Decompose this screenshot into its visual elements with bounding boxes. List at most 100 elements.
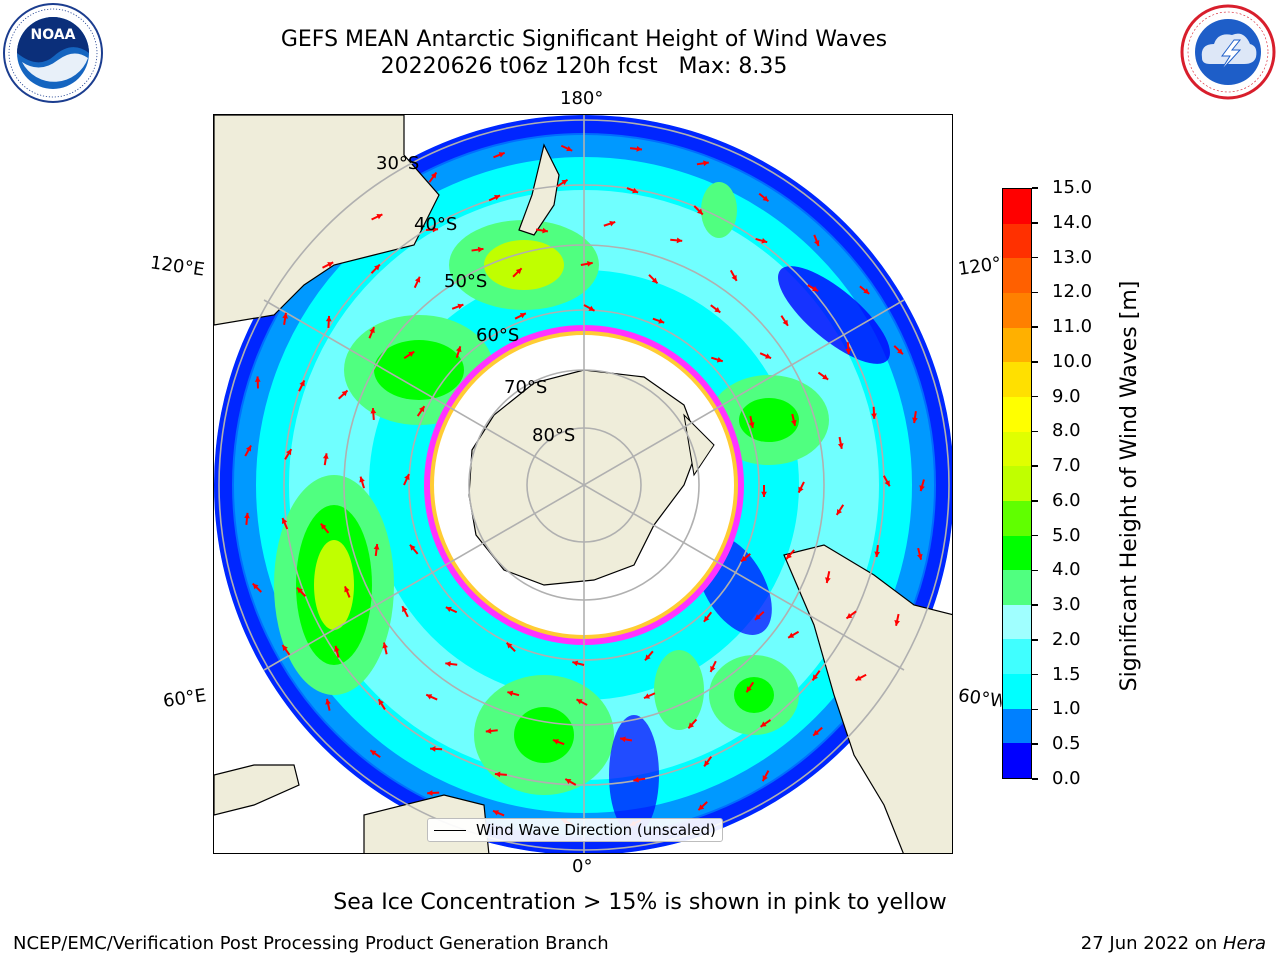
wave-arrow-head <box>282 644 288 651</box>
wave-arrow-head <box>325 315 332 322</box>
wave-arrow-head <box>244 512 250 519</box>
wave-arrow-head <box>519 313 526 319</box>
wave-arrow-head <box>884 480 890 487</box>
wave-arrow-head <box>871 413 877 419</box>
wave-arrow-head <box>493 810 499 816</box>
lat-label-80s: 80°S <box>532 425 575 446</box>
colorbar-tick-label: 7.0 <box>1052 455 1081 477</box>
lat-label-70s: 70°S <box>504 377 547 398</box>
wave-arrow-head <box>762 195 769 202</box>
lat-label-60s: 60°S <box>476 325 519 346</box>
colorbar-tick-label: 15.0 <box>1052 177 1093 198</box>
lat-label-40s: 40°S <box>414 214 457 235</box>
map-legend: Wind Wave Direction (unscaled) <box>427 818 723 842</box>
wave-arrow-head <box>506 642 513 649</box>
colorbar-tick-label: 0.5 <box>1052 733 1081 755</box>
wave-arrow-head <box>430 746 436 752</box>
wave-arrow-head <box>344 586 350 593</box>
wave-arrow-head <box>408 351 415 357</box>
graticule <box>218 115 950 853</box>
wave-arrow-head <box>297 587 303 594</box>
wave-arrow-head <box>714 306 721 313</box>
wave-arrow-head <box>754 614 761 620</box>
wave-arrow-head <box>917 553 923 560</box>
wave-arrow-head <box>566 145 573 152</box>
wave-arrow-head <box>445 661 451 667</box>
wave-arrow-head <box>515 268 522 275</box>
colorbar-segment <box>1003 708 1031 744</box>
wave-arrow-head <box>813 729 820 736</box>
wave-arrow-head <box>897 348 903 355</box>
colorbar-segment <box>1003 223 1031 259</box>
wave-arrow-head <box>498 152 505 158</box>
colorbar-tick <box>1032 187 1038 189</box>
wave-arrow-head <box>485 728 492 734</box>
colorbar-tick-label: 13.0 <box>1052 246 1093 268</box>
wave-arrow-head <box>651 277 658 284</box>
colorbar-tick <box>1032 708 1038 711</box>
wave-arrow-head <box>322 453 329 459</box>
noaa-logo-text: NOAA <box>31 27 76 43</box>
wave-arrow-head <box>426 694 433 700</box>
new-zealand <box>518 143 560 236</box>
wave-arrow-head <box>254 376 261 382</box>
wave-arrow-head <box>812 674 819 681</box>
wave-arrow-head <box>633 776 639 783</box>
wave-arrow-head <box>370 750 377 756</box>
colorbar-tick-label: 10.0 <box>1052 350 1093 372</box>
colorbar-segment <box>1003 500 1031 536</box>
colorbar-tick <box>1032 465 1038 467</box>
wave-arrow-head <box>334 645 340 652</box>
lon-label-60w: 60°W <box>956 685 1004 712</box>
wave-arrow-head <box>378 699 384 706</box>
wave-arrow-head <box>565 779 572 785</box>
map-frame: 30°S 40°S 50°S 60°S 70°S 80°S <box>213 114 953 854</box>
wave-arrow-head <box>814 240 820 247</box>
nws-logo <box>1180 4 1276 100</box>
wave-arrow-head <box>822 374 829 380</box>
wave-arrow-head <box>341 390 348 397</box>
wave-arrow-head <box>427 790 433 796</box>
wave-arrow-head <box>419 406 425 413</box>
colorbar-label: Significant Height of Wind Waves [m] <box>1117 280 1142 692</box>
colorbar-tick <box>1032 430 1038 433</box>
wave-arrow-head <box>812 286 819 292</box>
wave-arrow-head <box>455 346 462 353</box>
colorbar-tick <box>1032 256 1038 259</box>
wave-arrow-head <box>825 577 831 584</box>
wave-arrow-head <box>587 261 593 267</box>
footer-system: Hera <box>1222 933 1266 954</box>
wave-arrow-head <box>552 739 559 745</box>
colorbar-tick-label: 9.0 <box>1052 385 1081 407</box>
wave-arrow-head <box>376 214 383 220</box>
wave-arrow-head <box>507 690 514 697</box>
chart-title: GEFS MEAN Antarctic Significant Height o… <box>280 27 888 52</box>
colorbar-tick-label: 4.0 <box>1052 559 1081 581</box>
wave-arrow-head <box>912 417 918 424</box>
colorbar-segment <box>1003 362 1031 397</box>
wave-arrow-head <box>676 237 683 244</box>
polar-map: 30°S 40°S 50°S 60°S 70°S 80°S <box>214 115 952 853</box>
colorbar-segment <box>1003 570 1031 605</box>
wave-arrow-head <box>561 179 568 186</box>
wave-arrow-head <box>252 583 259 590</box>
wave-arrow-head <box>282 312 288 319</box>
colorbar-tick <box>1032 500 1038 502</box>
wave-arrow-head <box>588 305 595 311</box>
wave-arrow-head <box>704 760 710 767</box>
wave-arrow-head <box>762 775 768 782</box>
wave-arrow-head <box>414 276 421 283</box>
lon-label-120e: 120°E <box>148 252 206 281</box>
wave-arrow-head <box>919 485 925 492</box>
wave-arrow-head <box>576 699 583 705</box>
colorbar-tick <box>1032 361 1038 363</box>
colorbar-segment <box>1003 189 1031 224</box>
colorbar-tick <box>1032 326 1038 328</box>
sea-ice-note: Sea Ice Concentration > 15% is shown in … <box>333 890 947 915</box>
wave-arrow-head <box>643 693 650 699</box>
colorbar-tick-label: 2.0 <box>1052 628 1081 650</box>
wave-arrow-head <box>382 642 388 649</box>
wave-arrow-head <box>703 615 710 622</box>
wave-arrow-head <box>457 303 464 310</box>
legend-line-sample <box>434 829 466 831</box>
